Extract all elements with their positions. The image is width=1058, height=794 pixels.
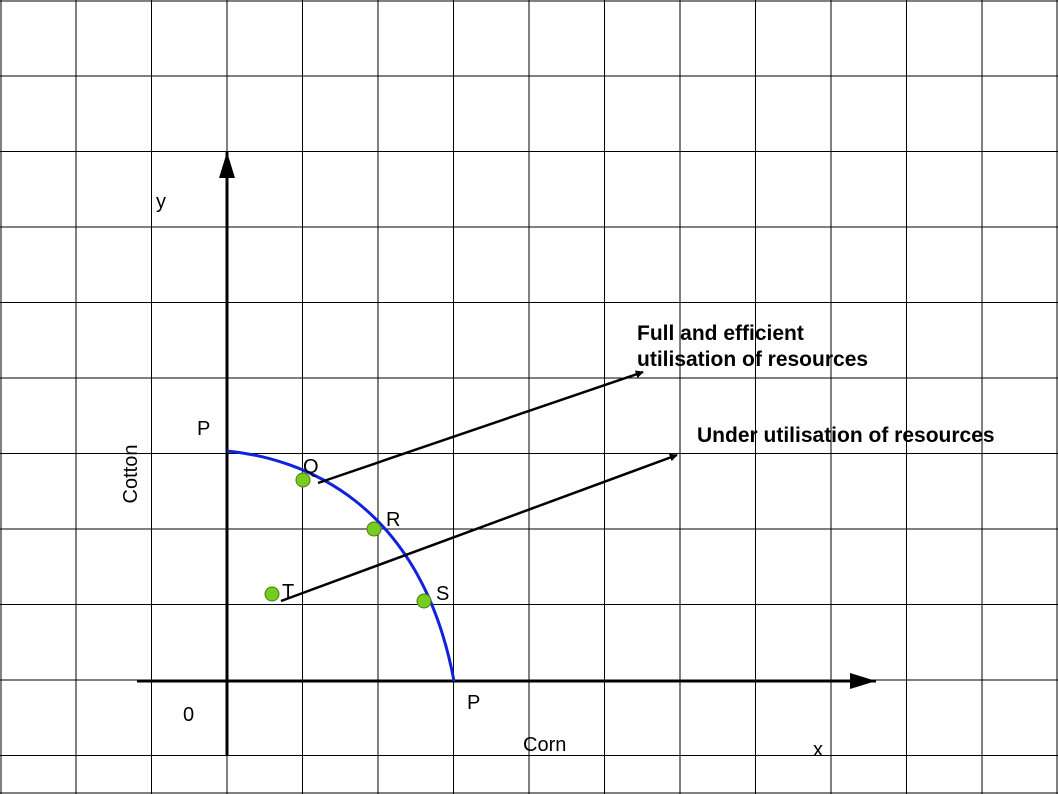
full-utilisation-label-line2: utilisation of resources [637,348,868,371]
y-axis-arrowhead [219,152,235,178]
curve-intercept-y-label: P [197,418,210,440]
point-t-label: T [282,581,294,603]
origin-label: 0 [183,704,194,726]
y-axis-symbol: y [156,191,166,213]
ppc-curve [226,449,456,682]
point-s-label: S [436,583,449,605]
full-utilisation-label-line1: Full and efficient [637,322,804,345]
under-utilisation-label: Under utilisation of resources [697,424,995,447]
x-axis-arrowhead [850,673,876,689]
curve-intercept-x-label: P [467,692,480,714]
point-r-marker [366,521,382,537]
under-utilisation-arrow [280,453,678,603]
point-r-label: R [386,509,400,531]
points [264,472,432,609]
x-axis-symbol: x [813,739,823,761]
x-axis-title: Corn [523,734,566,756]
point-q-label: Q [303,456,319,478]
y-axis-title: Cotton [120,445,142,504]
point-s-marker [416,593,432,609]
point-t-marker [264,586,280,602]
point-q-marker [295,472,311,488]
full-utilisation-arrow [317,370,644,485]
